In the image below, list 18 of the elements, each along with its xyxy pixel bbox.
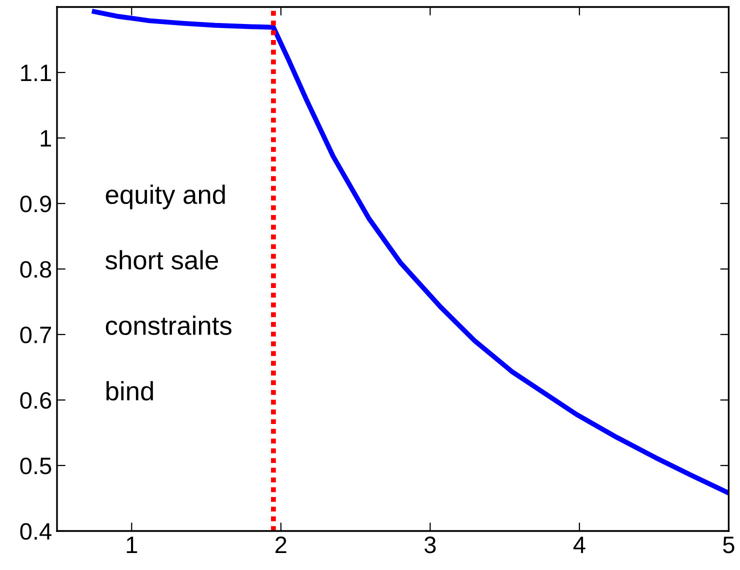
annotation: short sale xyxy=(106,250,218,270)
y-tick-label: 0.5 xyxy=(20,458,52,474)
x-tick-label: 4 xyxy=(573,536,586,553)
annotation: equity and xyxy=(106,184,225,210)
x-tick-label: 5 xyxy=(723,536,734,554)
annotation: constraints xyxy=(106,316,232,336)
annotation: bind xyxy=(106,381,153,401)
y-tick-label: 0.8 xyxy=(20,261,52,278)
x-tick-label: 3 xyxy=(424,536,436,554)
y-tick-label: 1 xyxy=(40,130,51,147)
y-tick-label: 0.4 xyxy=(20,523,52,540)
y-tick-label: 1.1 xyxy=(21,64,51,82)
y-tick-label: 0.9 xyxy=(20,196,52,212)
line-series xyxy=(92,9,729,496)
x-tick-label: 2 xyxy=(276,536,286,553)
x-tick-label: 1 xyxy=(126,536,138,553)
y-tick-label: 0.6 xyxy=(20,392,52,409)
y-tick-label: 0.7 xyxy=(20,326,51,344)
